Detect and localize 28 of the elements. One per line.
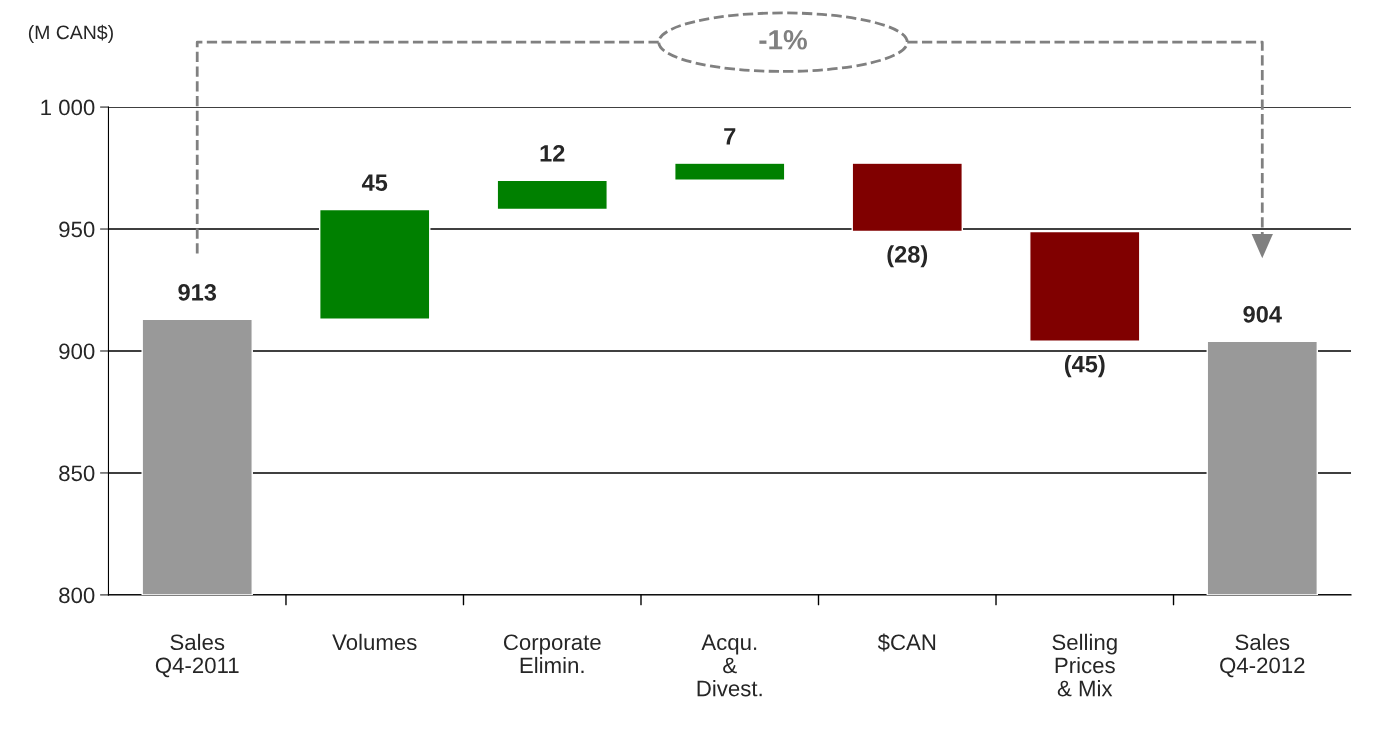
x-tick-label: Acqu. & Divest.: [697, 634, 762, 697]
y-tick-label: 950: [59, 221, 95, 238]
data-label: 913: [178, 284, 217, 301]
y-tick-label: 800: [59, 587, 95, 604]
bar: [851, 162, 963, 233]
data-label: 12: [540, 144, 565, 162]
bar: [319, 208, 431, 320]
x-tick-label: Volumes: [332, 633, 417, 651]
y-tick-label: 900: [59, 343, 95, 360]
bar: [496, 179, 608, 211]
bar: [141, 318, 253, 595]
data-label: 45: [361, 174, 388, 191]
data-label: 7: [724, 128, 736, 145]
data-label: (28): [887, 245, 928, 268]
data-label: 904: [1243, 305, 1282, 323]
y-tick-label: 850: [59, 465, 95, 482]
bar: [1206, 340, 1319, 595]
data-label: (45): [1064, 355, 1105, 378]
x-tick-label: Sales Q4-2011: [155, 633, 239, 678]
y-axis-title: (M CAN$): [28, 24, 113, 44]
bar: [674, 162, 786, 181]
x-tick-label: Selling Prices & Mix: [1052, 633, 1117, 697]
x-tick-label: $CAN: [877, 633, 936, 652]
text: -1%: [759, 30, 807, 50]
bar: [1029, 230, 1141, 342]
y-tick-label: 1 000: [41, 99, 95, 116]
x-tick-label: Sales Q4-2012: [1220, 633, 1305, 678]
x-tick-label: Corporate Elimin.: [503, 634, 601, 674]
